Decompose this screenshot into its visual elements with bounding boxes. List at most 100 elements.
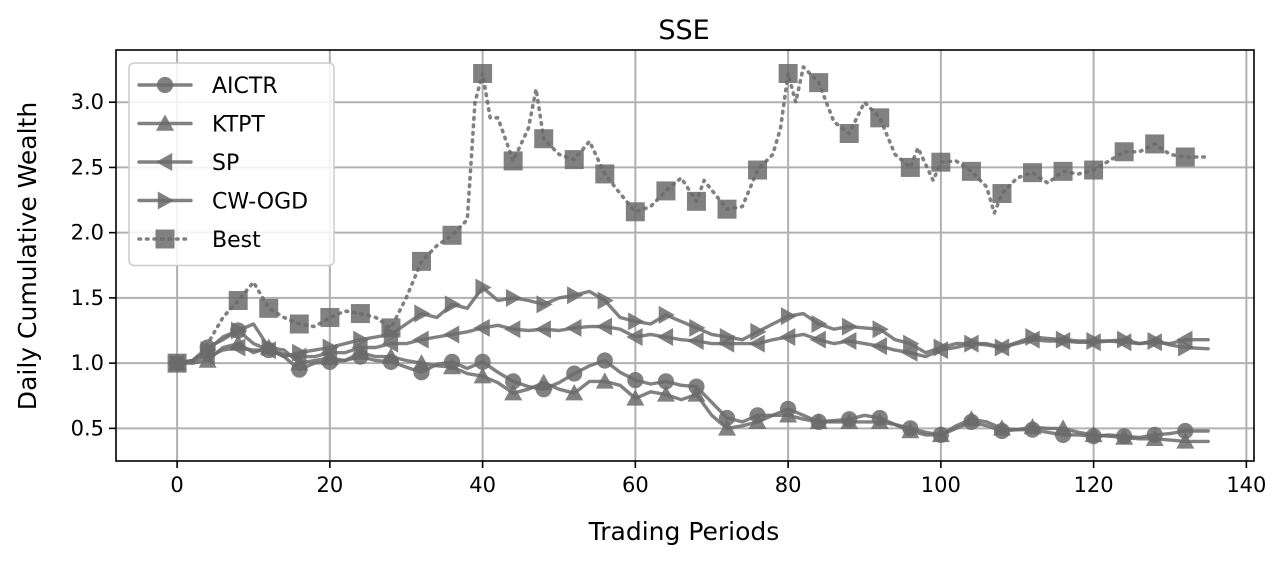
legend-label: Best <box>212 228 261 253</box>
data-point <box>505 288 523 307</box>
data-point <box>1145 429 1164 447</box>
data-point <box>872 320 889 339</box>
data-point <box>962 410 981 427</box>
legend-marker <box>156 114 174 131</box>
data-point <box>473 367 492 384</box>
data-point <box>626 389 645 406</box>
data-point <box>931 152 951 172</box>
y-axis-ticks: 0.5 1.0 1.5 2.0 2.5 3.0 <box>71 90 116 440</box>
y-tick-label: 2.0 <box>71 221 104 245</box>
data-point <box>901 421 920 439</box>
data-point <box>964 334 981 353</box>
data-point <box>381 334 399 353</box>
data-point <box>748 160 768 180</box>
data-point <box>686 191 706 211</box>
data-point <box>505 373 522 390</box>
data-point <box>534 129 554 149</box>
data-point <box>292 343 309 362</box>
data-point <box>167 353 187 373</box>
data-point <box>1176 432 1195 449</box>
data-point <box>718 419 737 436</box>
data-point <box>289 314 309 334</box>
data-point <box>748 334 765 353</box>
legend-item-sp: SP <box>137 151 239 176</box>
x-tick-label: 60 <box>622 473 649 497</box>
series-best <box>167 63 1210 373</box>
chart-title: SSE <box>658 15 709 46</box>
x-tick-label: 80 <box>775 473 802 497</box>
data-point <box>473 318 490 337</box>
x-axis-ticks: 0 20 40 60 80 100 120 140 <box>170 461 1266 497</box>
x-axis-label: Trading Periods <box>588 517 780 546</box>
legend-marker <box>156 76 174 94</box>
data-point <box>350 304 370 324</box>
data-point <box>595 164 615 184</box>
data-point <box>961 161 981 181</box>
data-point <box>626 328 643 347</box>
data-point <box>596 352 613 369</box>
data-point <box>809 330 826 349</box>
legend-item-cw-ogd: CW-OGD <box>137 190 308 215</box>
data-point <box>536 295 553 314</box>
data-point <box>381 347 400 364</box>
data-point <box>503 151 523 171</box>
data-point <box>381 318 401 338</box>
data-point <box>290 354 309 371</box>
data-point <box>719 328 737 347</box>
data-point <box>748 412 767 430</box>
data-point <box>412 251 432 271</box>
x-tick-label: 20 <box>316 473 343 497</box>
data-point <box>414 304 431 323</box>
data-point <box>473 63 493 83</box>
data-point <box>780 307 798 326</box>
data-point <box>567 286 584 305</box>
plot-frame <box>115 49 1255 462</box>
data-point <box>229 338 246 357</box>
data-point <box>656 181 676 201</box>
data-point <box>1055 330 1073 349</box>
data-point <box>1177 422 1194 440</box>
data-point <box>900 157 920 177</box>
legend-item-best: Best <box>137 228 261 253</box>
data-point <box>656 328 674 347</box>
data-point <box>933 338 950 357</box>
data-point <box>750 322 767 341</box>
data-point <box>811 315 828 333</box>
data-point <box>1115 428 1134 445</box>
data-point <box>717 199 737 219</box>
legend-label: AICTR <box>212 74 278 99</box>
data-point <box>231 321 248 340</box>
data-point <box>443 358 462 375</box>
data-point <box>840 412 859 430</box>
data-point <box>1084 160 1104 180</box>
data-point <box>504 384 523 401</box>
data-point <box>597 291 614 310</box>
data-point <box>658 305 675 324</box>
data-point <box>1175 147 1195 167</box>
data-point <box>412 330 429 349</box>
data-point <box>779 328 796 347</box>
data-point <box>809 412 828 430</box>
data-point <box>475 278 492 297</box>
data-point <box>259 298 279 318</box>
legend-marker <box>157 191 174 210</box>
data-point <box>687 331 704 350</box>
data-point <box>687 385 706 402</box>
data-point <box>595 372 614 389</box>
data-point <box>443 325 460 344</box>
data-point <box>353 330 370 349</box>
data-point <box>839 124 859 144</box>
data-point <box>870 412 889 430</box>
data-point <box>474 353 491 370</box>
data-point <box>444 295 462 314</box>
data-point <box>1025 328 1042 347</box>
legend-marker <box>156 153 173 171</box>
data-point <box>779 406 798 423</box>
data-point <box>931 425 950 443</box>
data-point <box>320 307 340 327</box>
legend-item-aictr: AICTR <box>137 74 278 99</box>
data-point <box>565 318 582 337</box>
data-point <box>718 409 736 427</box>
data-point <box>840 331 857 350</box>
